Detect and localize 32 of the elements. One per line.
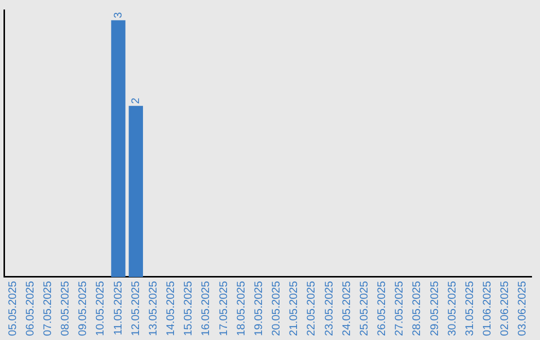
x-tick-label: 17.05.2025 xyxy=(218,280,230,336)
x-tick-label: 06.05.2025 xyxy=(24,280,36,336)
x-tick-label: 02.06.2025 xyxy=(499,280,512,336)
x-tick-label: 19.05.2025 xyxy=(252,280,265,336)
x-tick-label: 01.06.2025 xyxy=(482,280,494,336)
x-tick-label: 11.05.2025 xyxy=(112,280,124,336)
data-label: 3 xyxy=(112,12,124,18)
x-tick-label: 28.05.2025 xyxy=(411,280,424,336)
x-tick-label: 16.05.2025 xyxy=(200,280,212,336)
x-tick-label: 25.05.2025 xyxy=(358,280,370,336)
x-tick-label: 18.05.2025 xyxy=(235,280,248,336)
x-tick-label: 20.05.2025 xyxy=(270,280,283,336)
x-tick-label: 10.05.2025 xyxy=(94,280,107,336)
x-tick-label: 23.05.2025 xyxy=(323,280,336,336)
x-tick-label: 14.05.2025 xyxy=(165,280,178,336)
x-tick-label: 07.05.2025 xyxy=(42,280,54,336)
x-tick-label: 09.05.2025 xyxy=(77,280,90,336)
x-tick-label: 13.05.2025 xyxy=(147,280,160,336)
data-label: 2 xyxy=(130,98,142,104)
x-tick-label: 27.05.2025 xyxy=(394,280,406,336)
x-tick-label: 12.05.2025 xyxy=(130,280,142,336)
x-tick-label: 15.05.2025 xyxy=(182,280,195,336)
x-tick-label: 30.05.2025 xyxy=(446,280,458,336)
x-tick-label: 03.06.2025 xyxy=(516,280,529,336)
x-tick-label: 31.05.2025 xyxy=(464,280,476,336)
x-tick-label: 22.05.2025 xyxy=(306,280,318,336)
x-tick-label: 21.05.2025 xyxy=(288,280,300,336)
x-tick-label: 24.05.2025 xyxy=(340,280,353,336)
x-tick-label: 26.05.2025 xyxy=(376,280,388,336)
x-tick-label: 29.05.2025 xyxy=(428,280,441,336)
x-tick-label: 05.05.2025 xyxy=(6,280,19,336)
x-tick-label: 08.05.2025 xyxy=(60,280,72,336)
